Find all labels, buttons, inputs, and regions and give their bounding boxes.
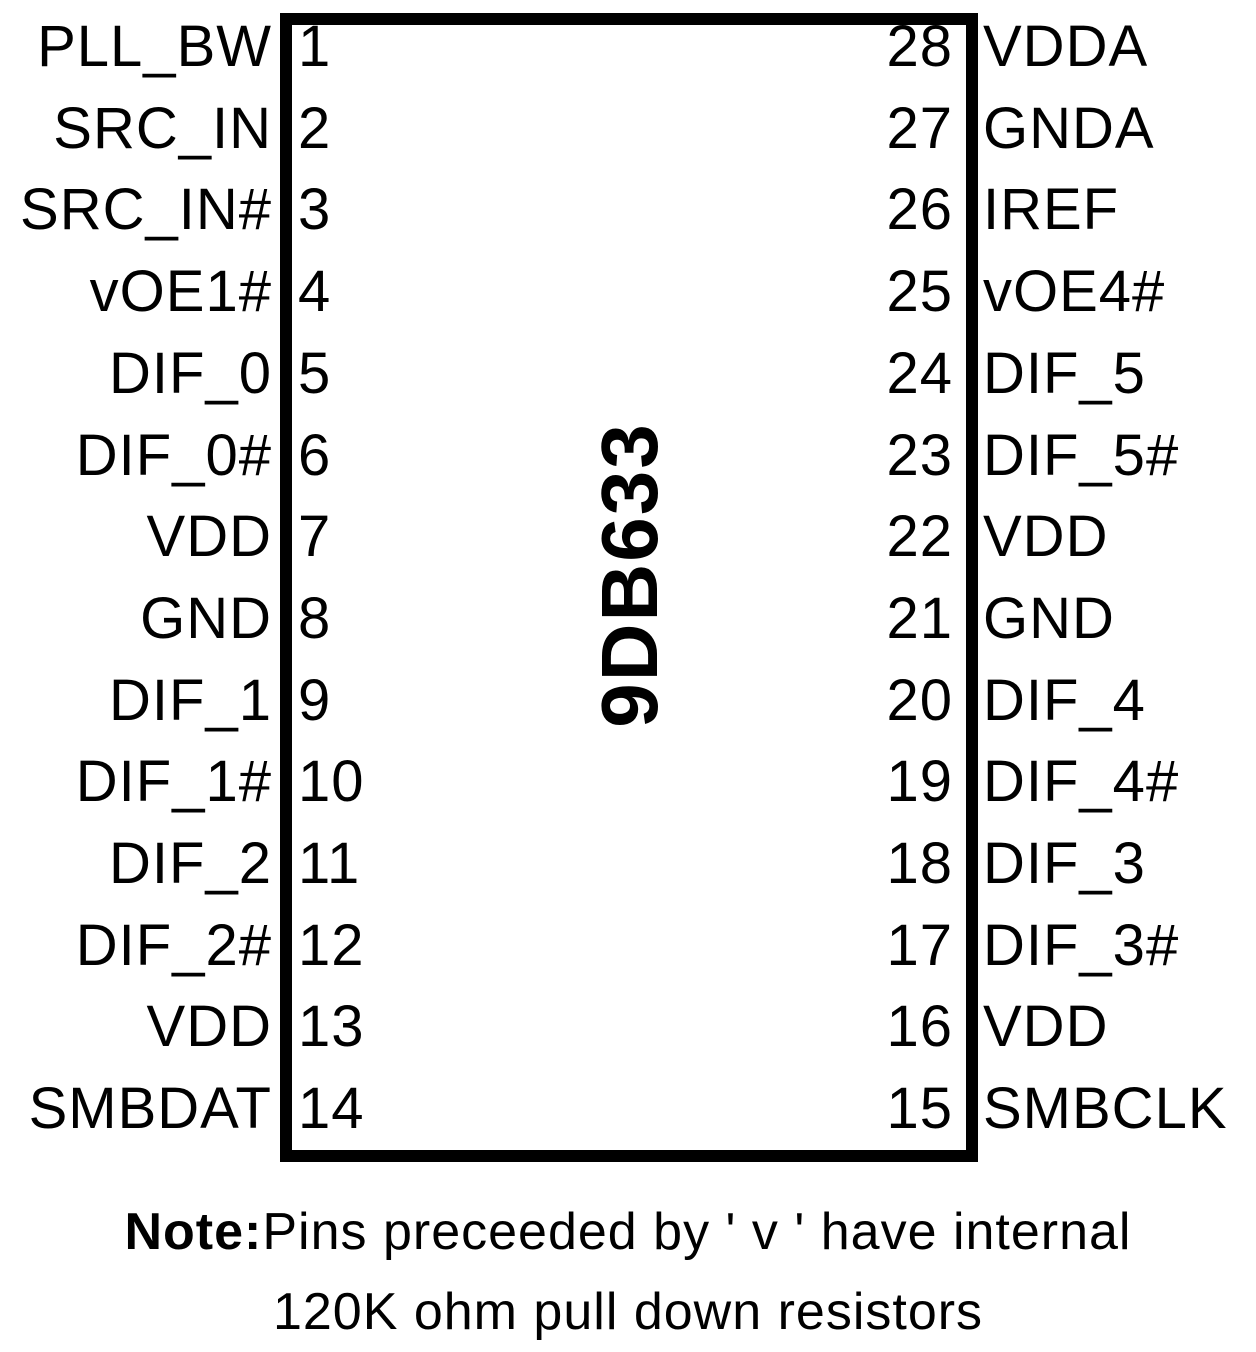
pin-number: 8 <box>298 585 332 651</box>
pin-number: 1 <box>298 14 332 79</box>
pin-name: SMBCLK <box>983 1076 1228 1142</box>
pin-name: VDDA <box>983 14 1149 79</box>
pin-number: 23 <box>886 422 953 488</box>
pin-number: 6 <box>298 422 332 488</box>
pin-name: IREF <box>983 177 1120 243</box>
pin-number: 17 <box>886 912 953 978</box>
pin-name: DIF_5# <box>983 422 1180 488</box>
pin-number: 14 <box>298 1076 365 1142</box>
pin-name: SRC_IN <box>53 95 272 161</box>
pin-name: DIF_4 <box>983 667 1146 733</box>
pin-name: vOE4# <box>983 259 1166 325</box>
note-label: Note: <box>124 1203 263 1261</box>
pin-number: 9 <box>298 667 332 733</box>
pin-name: DIF_2# <box>75 912 272 978</box>
pin-number: 13 <box>298 994 365 1060</box>
pin-name: VDD <box>983 504 1109 570</box>
pin-name: DIF_5 <box>983 340 1146 406</box>
pin-name: PLL_BW <box>37 14 272 79</box>
pin-name: DIF_4# <box>983 749 1180 815</box>
ic-package-outline <box>280 13 978 1162</box>
pin-number: 22 <box>886 504 953 570</box>
pin-name: DIF_3 <box>983 831 1146 896</box>
pin-name: DIF_2 <box>109 831 272 896</box>
part-number: 9DB633 <box>585 422 674 728</box>
pin-number: 15 <box>886 1076 953 1142</box>
note-line-1: Pins preceeded by ' v ' have internal <box>262 1203 1132 1261</box>
pin-name: DIF_3# <box>983 912 1180 978</box>
pin-number: 10 <box>298 749 365 815</box>
pin-name: GND <box>983 585 1115 651</box>
pin-name: VDD <box>983 994 1109 1060</box>
pin-name: GND <box>140 585 272 651</box>
pin-number: 28 <box>886 14 953 79</box>
pin-number: 21 <box>886 585 953 651</box>
pin-name: DIF_1# <box>75 749 272 815</box>
pin-name: VDD <box>146 504 272 570</box>
pin-number: 26 <box>886 177 953 243</box>
pin-name: SMBDAT <box>28 1076 272 1142</box>
pin-number: 27 <box>886 95 953 161</box>
pin-number: 7 <box>298 504 332 570</box>
pin-name: SRC_IN# <box>20 177 272 243</box>
pin-name: vOE1# <box>89 259 272 325</box>
pin-name: DIF_0 <box>109 340 272 406</box>
pin-name: DIF_0# <box>75 422 272 488</box>
pin-number: 20 <box>886 667 953 733</box>
pin-number: 25 <box>886 259 953 325</box>
pin-number: 4 <box>298 259 332 325</box>
pin-number: 24 <box>886 340 953 406</box>
pin-name: GNDA <box>983 95 1155 161</box>
pin-number: 5 <box>298 340 332 406</box>
pin-number: 18 <box>886 831 953 896</box>
pin-number: 2 <box>298 95 332 161</box>
pin-number: 16 <box>886 994 953 1060</box>
pin-name: DIF_1 <box>109 667 272 733</box>
note: Note:Pins preceeded by ' v ' have intern… <box>0 1192 1256 1352</box>
note-line-2: 120K ohm pull down resistors <box>272 1283 984 1341</box>
pin-number: 12 <box>298 912 365 978</box>
pin-number: 19 <box>886 749 953 815</box>
pin-number: 11 <box>298 831 361 896</box>
pin-name: VDD <box>146 994 272 1060</box>
pin-number: 3 <box>298 177 332 243</box>
